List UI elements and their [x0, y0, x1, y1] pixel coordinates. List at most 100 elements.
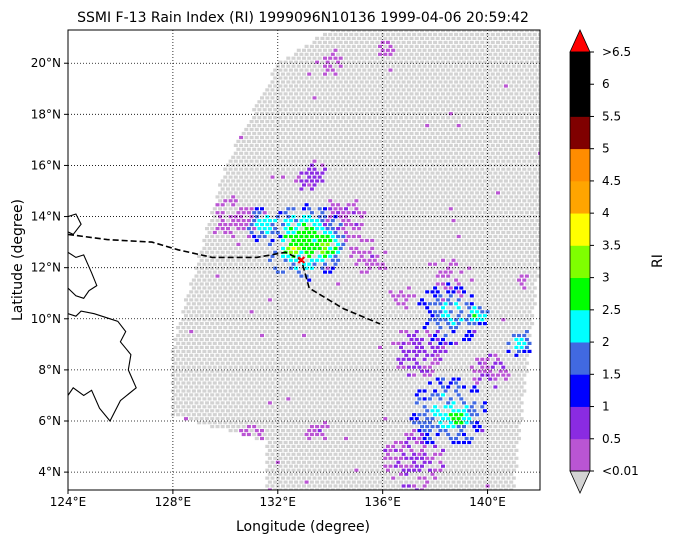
swath-pixel — [302, 389, 306, 393]
swath-pixel — [262, 250, 267, 254]
swath-pixel — [226, 385, 230, 389]
swath-pixel — [430, 448, 435, 452]
swath-pixel — [375, 476, 380, 480]
swath-pixel — [401, 397, 406, 401]
swath-pixel — [482, 179, 487, 183]
swath-pixel — [406, 444, 411, 448]
swath-pixel — [496, 389, 500, 393]
swath-pixel — [246, 203, 251, 207]
swath-pixel — [281, 468, 285, 472]
swath-pixel — [317, 278, 322, 282]
swath-pixel — [406, 230, 411, 235]
swath-pixel — [493, 290, 498, 294]
swath-pixel — [315, 361, 320, 365]
swath-pixel — [246, 258, 251, 262]
swath-pixel — [477, 242, 482, 246]
swath-pixel — [469, 310, 474, 314]
swath-pixel — [467, 219, 472, 223]
swath-pixel — [291, 373, 296, 377]
swath-pixel — [218, 413, 223, 417]
swath-pixel — [399, 187, 403, 191]
swath-pixel — [344, 381, 348, 385]
swath-pixel — [427, 238, 432, 243]
swath-pixel — [488, 417, 493, 421]
swath-pixel — [459, 333, 464, 338]
swath-pixel — [270, 452, 275, 456]
swath-pixel — [372, 187, 377, 191]
swath-pixel — [226, 266, 230, 270]
swath-pixel — [514, 377, 519, 381]
swath-pixel — [273, 187, 278, 191]
swath-pixel — [472, 480, 477, 484]
swath-pixel — [325, 250, 330, 254]
swath-pixel — [383, 345, 388, 349]
swath-pixel — [396, 357, 401, 361]
swath-pixel — [425, 393, 430, 397]
swath-pixel — [441, 345, 445, 349]
swath-pixel — [323, 183, 327, 187]
swath-pixel — [511, 294, 516, 298]
swath-pixel — [349, 207, 354, 211]
swath-pixel — [511, 341, 516, 345]
swath-pixel — [448, 436, 453, 441]
swath-pixel — [438, 460, 443, 464]
swath-pixel — [430, 258, 435, 262]
swath-pixel — [333, 230, 338, 235]
swath-pixel — [333, 405, 338, 409]
swath-pixel — [228, 349, 233, 353]
swath-pixel — [454, 429, 459, 433]
swath-pixel — [409, 219, 414, 223]
swath-pixel — [309, 227, 314, 231]
swath-pixel — [480, 381, 485, 385]
swath-pixel — [257, 393, 262, 397]
swath-pixel — [472, 250, 477, 254]
swath-pixel — [328, 373, 333, 377]
swath-pixel — [336, 306, 341, 310]
swath-pixel — [205, 361, 209, 365]
swath-pixel — [401, 373, 406, 377]
swath-pixel — [244, 223, 249, 227]
swath-pixel — [475, 389, 480, 393]
swath-pixel — [425, 464, 430, 468]
swath-pixel — [456, 417, 461, 421]
swath-pixel — [228, 223, 233, 227]
swath-pixel — [302, 452, 306, 456]
swath-pixel — [215, 258, 220, 262]
swath-pixel — [391, 381, 396, 385]
swath-pixel — [239, 429, 244, 433]
swath-pixel — [246, 266, 251, 270]
swath-pixel — [249, 365, 254, 369]
swath-pixel — [244, 365, 249, 369]
swath-pixel — [359, 389, 364, 393]
swath-pixel — [454, 365, 459, 369]
swath-pixel — [317, 452, 322, 456]
swath-pixel — [294, 361, 299, 365]
swath-pixel — [498, 448, 503, 452]
swath-pixel — [414, 242, 419, 246]
swath-pixel — [309, 345, 314, 349]
swath-pixel — [501, 365, 506, 369]
swath-pixel — [223, 357, 228, 361]
swath-pixel — [467, 337, 472, 342]
swath-pixel — [433, 452, 438, 456]
swath-pixel — [438, 183, 443, 187]
swath-pixel — [383, 266, 388, 270]
swath-pixel — [362, 464, 367, 468]
swath-pixel — [396, 254, 401, 258]
swath-pixel — [346, 314, 351, 318]
swath-pixel — [349, 484, 354, 488]
swath-pixel — [498, 266, 503, 270]
swath-pixel — [267, 345, 272, 349]
swath-pixel — [173, 409, 178, 413]
swath-pixel — [459, 484, 464, 488]
swath-pixel — [296, 452, 301, 456]
swath-pixel — [239, 270, 244, 274]
swath-pixel — [464, 452, 469, 456]
swath-pixel — [323, 484, 327, 488]
swath-pixel — [349, 452, 354, 456]
swath-pixel — [427, 484, 432, 488]
swath-pixel — [532, 302, 537, 306]
swath-pixel — [328, 215, 333, 219]
swath-pixel — [362, 187, 367, 191]
swath-pixel — [178, 337, 183, 342]
